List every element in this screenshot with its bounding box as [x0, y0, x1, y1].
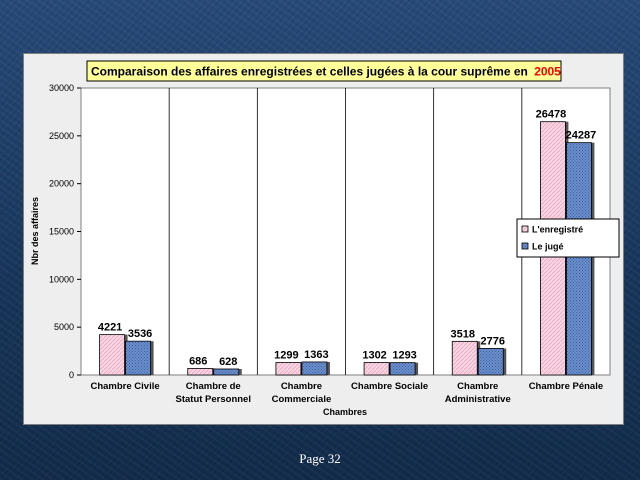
y-axis-title: Nbr des affaires: [30, 197, 40, 265]
value-label: 26478: [536, 109, 567, 121]
value-label: 4221: [98, 322, 122, 334]
bar-juge: [566, 142, 592, 376]
y-tick-label: 0: [69, 370, 74, 380]
x-category-label-line: Commerciale: [272, 394, 332, 405]
x-axis: Chambre Civile Chambre de Statut Personnel…: [90, 381, 603, 405]
value-label: 1299: [274, 350, 298, 362]
chart-title: Comparaison des affaires enregistrées et…: [91, 65, 561, 79]
x-category-label: Chambre de Statut Personnel: [176, 381, 252, 405]
chart-title-box: [86, 60, 562, 82]
bar-juge: [477, 348, 504, 376]
y-tick-label: 20000: [49, 179, 74, 189]
x-category-label-line: Statut Personnel: [176, 394, 252, 405]
value-label: 686: [189, 355, 207, 367]
y-tick-label: 30000: [49, 83, 74, 93]
bar-chart: Comparaison des affaires enregistrées et…: [30, 60, 620, 417]
y-tick-label: 10000: [49, 274, 74, 284]
value-label: 2776: [481, 335, 505, 347]
x-category-label: Chambre Pénale: [529, 381, 603, 392]
bar-juge: [301, 361, 328, 376]
page-number: Page 32: [299, 451, 341, 466]
x-category-label: Chambre Sociale: [351, 381, 428, 392]
value-label: 3536: [128, 328, 152, 340]
bar-juge: [125, 340, 151, 376]
bar-enregistre: [99, 334, 125, 376]
bar-juge: [389, 362, 416, 376]
x-category-label: Chambre Commerciale: [272, 381, 332, 405]
bar-juge: [213, 368, 240, 376]
x-category-label-line: Chambre: [281, 381, 322, 392]
x-category-label-line: Administrative: [445, 394, 511, 405]
value-label: 1302: [362, 350, 386, 362]
bar-enregistre: [451, 340, 478, 376]
x-category-label-line: Chambre: [457, 381, 498, 392]
x-category-label-line: Chambre Pénale: [529, 381, 603, 392]
y-tick-label: 15000: [49, 227, 74, 237]
value-label: 628: [219, 356, 237, 368]
x-category-label-line: Chambre Civile: [90, 381, 159, 392]
x-category-label: Chambre Civile: [90, 381, 159, 392]
x-category-label-line: Chambre de: [186, 381, 241, 392]
y-tick-label: 25000: [49, 131, 74, 141]
chart-title-year: 2005: [534, 65, 561, 79]
legend-swatch-enregistre: [521, 225, 529, 233]
bar-enregistre: [275, 362, 302, 376]
y-tick-label: 5000: [54, 322, 74, 332]
value-label: 1363: [304, 349, 328, 361]
legend-label-juge: Le jugé: [532, 242, 564, 252]
legend: L'enregistré Le jugé: [516, 218, 620, 258]
x-category-label: Chambre Administrative: [445, 381, 511, 405]
value-labels: 4221 3536 686 628 1299 1363 1302 1293 3518 2776 26…: [98, 109, 596, 368]
legend-box: [516, 218, 620, 258]
y-axis: 0 5000 10000 15000 20000 25000 30000: [49, 83, 81, 380]
value-label: 24287: [566, 130, 597, 142]
chart-title-text: Comparaison des affaires enregistrées et…: [91, 65, 528, 79]
chart-title-group: Comparaison des affaires enregistrées et…: [86, 60, 562, 82]
bar-enregistre: [363, 362, 390, 376]
x-category-label-line: Chambre Sociale: [351, 381, 428, 392]
x-axis-title: Chambres: [323, 407, 367, 417]
chart-area: Comparaison des affaires enregistrées et…: [23, 53, 624, 425]
bar-enregistre: [187, 368, 214, 376]
legend-swatch-juge: [521, 242, 529, 250]
value-label: 3518: [451, 328, 475, 340]
legend-label-enregistre: L'enregistré: [532, 225, 583, 235]
value-label: 1293: [392, 350, 416, 362]
